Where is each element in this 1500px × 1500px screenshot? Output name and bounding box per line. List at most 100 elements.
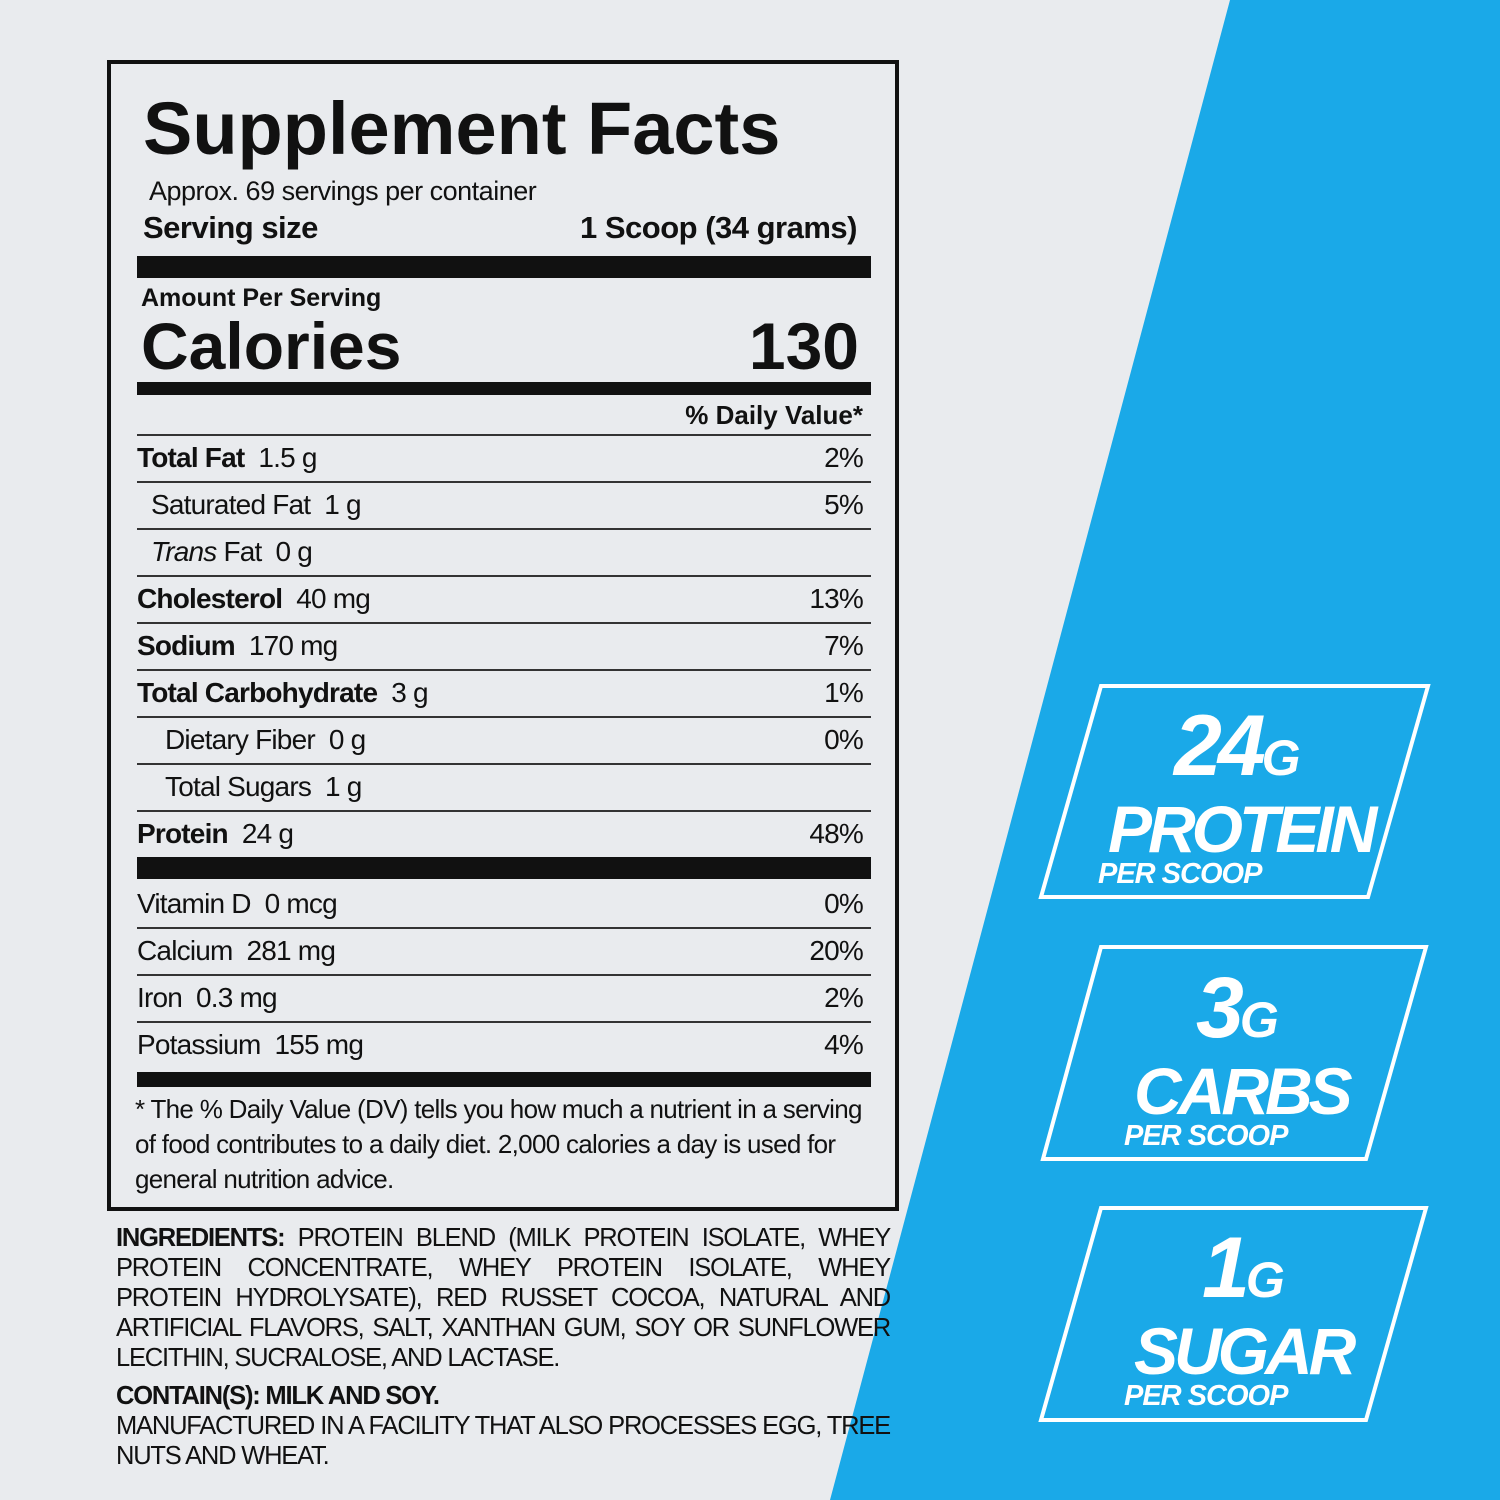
supplement-facts-panel: Supplement Facts Approx. 69 servings per… <box>107 60 899 1211</box>
nutrient-daily-value: 0% <box>824 724 864 755</box>
nutrient-name-amount: Calcium 281 mg <box>137 935 336 967</box>
nutrient-name-amount: Cholesterol 40 mg <box>137 583 371 615</box>
nutrient-amount: 0 g <box>328 724 366 755</box>
nutrient-row: Trans Fat 0 g <box>137 528 871 575</box>
nutrient-daily-value: 13% <box>809 583 863 614</box>
badge-number: 24 <box>1174 698 1266 794</box>
nutrient-name-amount: Total Fat 1.5 g <box>137 442 317 474</box>
thick-divider <box>137 256 871 278</box>
nutrient-amount: 155 mg <box>274 1029 364 1060</box>
nutrient-row: Cholesterol 40 mg 13% <box>137 575 871 622</box>
serving-size-label: Serving size <box>143 210 318 245</box>
badge-word: PROTEIN <box>1108 792 1377 866</box>
nutrient-row: Sodium 170 mg 7% <box>137 622 871 669</box>
nutrient-list: Total Fat 1.5 g 2% Saturated Fat 1 g 5% Tran… <box>137 434 871 857</box>
nutrient-name: Potassium <box>137 1029 261 1060</box>
nutrient-daily-value: 0% <box>824 888 864 919</box>
badge-sugar: 1G SUGAR PER SCOOP <box>1124 1225 1356 1412</box>
nutrient-daily-value: 5% <box>824 489 864 520</box>
ingredients-text: INGREDIENTS: PROTEIN BLEND (MILK PROTEIN… <box>116 1223 891 1373</box>
nutrient-daily-value: 1% <box>824 677 864 708</box>
nutrient-amount: 1.5 g <box>258 442 317 473</box>
nutrient-name: Cholesterol <box>137 583 283 614</box>
facility-statement: MANUFACTURED IN A FACILITY THAT ALSO PRO… <box>116 1412 891 1470</box>
nutrient-name: Iron <box>137 982 183 1013</box>
badge-word: CARBS <box>1134 1054 1353 1128</box>
badge-frame-sugar <box>1038 1206 1429 1422</box>
nutrient-amount: 3 g <box>391 677 428 708</box>
badge-unit: G <box>1261 730 1301 786</box>
nutrient-amount: 40 mg <box>296 583 371 614</box>
nutrient-daily-value: 2% <box>824 442 864 473</box>
nutrient-name-amount: Potassium 155 mg <box>137 1029 364 1061</box>
nutrient-name: Sodium <box>137 630 236 661</box>
thick-divider <box>137 857 871 879</box>
badge-per: PER SCOOP <box>1124 1120 1288 1152</box>
nutrient-row: Total Fat 1.5 g 2% <box>137 434 871 481</box>
badge-per: PER SCOOP <box>1124 1380 1288 1412</box>
nutrient-amount: 0 g <box>275 536 313 567</box>
nutrient-row: Dietary Fiber 0 g 0% <box>137 716 871 763</box>
daily-value-footnote: * The % Daily Value (DV) tells you how m… <box>135 1094 862 1194</box>
nutrient-name: Total Fat <box>137 442 245 473</box>
badge-per: PER SCOOP <box>1098 858 1262 890</box>
nutrient-daily-value: 20% <box>809 935 863 966</box>
serving-size-value: 1 Scoop (34 grams) <box>580 210 857 245</box>
nutrient-daily-value: 48% <box>809 818 863 849</box>
servings-per-container: Approx. 69 servings per container <box>149 176 537 206</box>
badge-unit: G <box>1245 1252 1285 1308</box>
badge-carbs: 3G CARBS PER SCOOP <box>1124 965 1353 1152</box>
nutrient-name-amount: Iron 0.3 mg <box>137 982 278 1014</box>
badge-frame-carbs <box>1040 945 1429 1161</box>
nutrient-name: Calcium <box>137 935 233 966</box>
nutrient-name-amount: Trans Fat 0 g <box>137 536 313 568</box>
blue-stripe <box>830 0 1500 1500</box>
ingredients-label: INGREDIENTS: <box>116 1224 286 1252</box>
ingredients-section: INGREDIENTS: PROTEIN BLEND (MILK PROTEIN… <box>116 1223 891 1471</box>
nutrient-name: Saturated Fat <box>151 489 311 520</box>
medium-divider <box>137 1072 871 1087</box>
nutrient-amount: 1 g <box>325 771 362 802</box>
nutrient-amount: 170 mg <box>248 630 338 661</box>
nutrient-amount: 24 g <box>241 818 294 849</box>
nutrient-daily-value: 7% <box>824 630 864 661</box>
nutrient-name: Protein <box>137 818 229 849</box>
nutrient-amount: 281 mg <box>246 935 336 966</box>
nutrient-row: Saturated Fat 1 g 5% <box>137 481 871 528</box>
nutrient-name-amount: Total Carbohydrate 3 g <box>137 677 429 709</box>
nutrient-row: Iron 0.3 mg 2% <box>137 974 871 1021</box>
allergen-statement: CONTAIN(S): MILK AND SOY. <box>116 1382 440 1410</box>
badge-frame-protein <box>1038 684 1431 899</box>
nutrient-name-amount: Vitamin D 0 mcg <box>137 888 338 920</box>
nutrient-row: Vitamin D 0 mcg 0% <box>137 882 871 927</box>
amount-per-serving: Amount Per Serving <box>141 284 382 312</box>
ingredients-list: PROTEIN BLEND (MILK PROTEIN ISOLATE, WHE… <box>116 1224 891 1372</box>
nutrient-amount: 0.3 mg <box>196 982 278 1013</box>
nutrient-name: Vitamin D <box>137 888 251 919</box>
nutrient-name: Dietary Fiber <box>165 724 316 755</box>
nutrient-row: Total Carbohydrate 3 g 1% <box>137 669 871 716</box>
nutrient-name: Total Sugars <box>165 771 312 802</box>
medium-divider <box>137 382 871 395</box>
nutrient-name-amount: Sodium 170 mg <box>137 630 338 662</box>
nutrient-amount: 1 g <box>324 489 361 520</box>
nutrient-row: Protein 24 g 48% <box>137 810 871 857</box>
nutrient-name-amount: Total Sugars 1 g <box>137 771 362 803</box>
facts-title: Supplement Facts <box>143 87 781 170</box>
daily-value-header: % Daily Value* <box>685 400 863 430</box>
nutrient-row: Total Sugars 1 g <box>137 763 871 810</box>
nutrient-name-amount: Dietary Fiber 0 g <box>137 724 366 756</box>
nutrient-row: Potassium 155 mg 4% <box>137 1021 871 1068</box>
nutrient-name: Trans <box>151 536 217 567</box>
badge-unit: G <box>1239 992 1279 1048</box>
calories-label: Calories <box>141 309 402 383</box>
vitamin-list: Vitamin D 0 mcg 0% Calcium 281 mg 20% Iron 0… <box>137 882 871 1068</box>
nutrient-name-suffix: Fat <box>223 536 262 567</box>
calories-value: 130 <box>748 309 859 383</box>
footnote-area: * The % Daily Value (DV) tells you how m… <box>111 1092 895 1207</box>
nutrient-daily-value: 4% <box>824 1029 864 1060</box>
nutrient-name-amount: Saturated Fat 1 g <box>137 489 362 521</box>
nutrient-row: Calcium 281 mg 20% <box>137 927 871 974</box>
nutrient-name: Total Carbohydrate <box>137 677 378 708</box>
